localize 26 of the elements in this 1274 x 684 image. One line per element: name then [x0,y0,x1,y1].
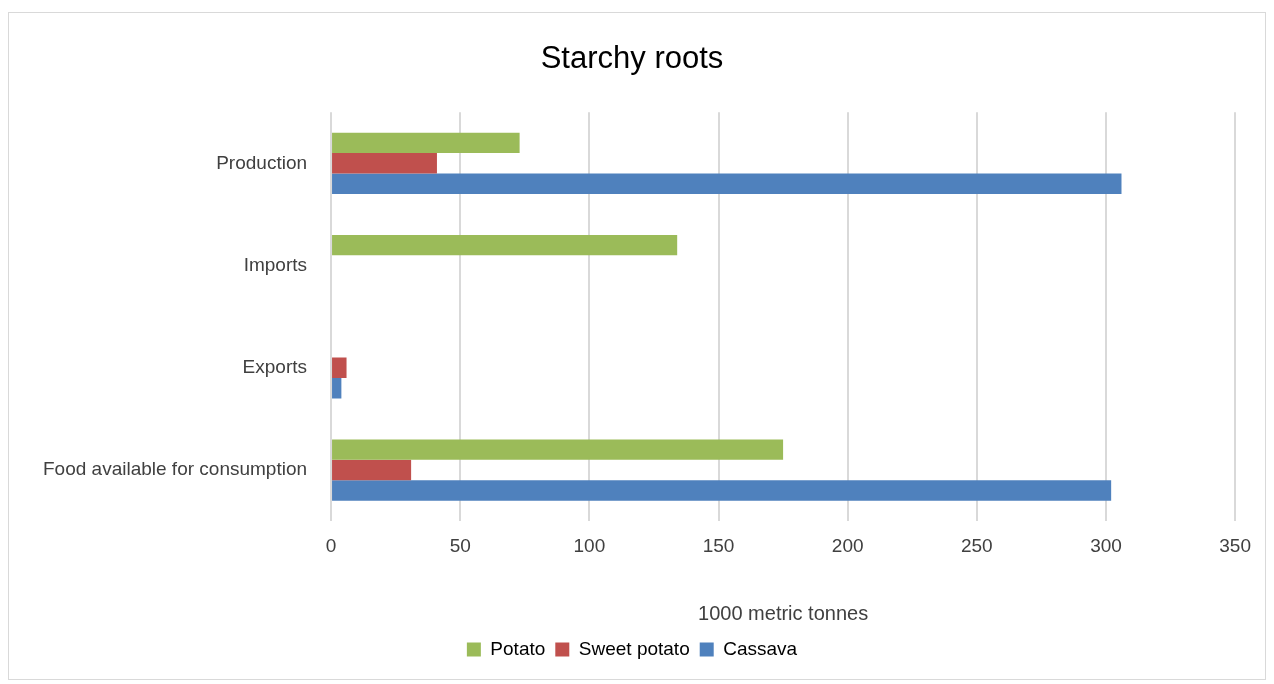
chart-title: Starchy roots [540,40,724,76]
bar [332,173,1122,194]
legend-label: Sweet potato [578,637,690,659]
legend-label: Cassava [723,637,798,659]
bar [332,439,784,460]
bar [332,153,437,174]
y-tick-label: Food available for consumption [43,458,308,480]
x-tick-label: 300 [1090,534,1122,556]
x-tick-label: 200 [831,534,864,556]
legend-label: Potato [490,637,546,659]
x-tick-label: 250 [960,534,993,556]
x-tick-label: 100 [573,534,606,556]
bar [332,234,678,256]
y-tick-label: Imports [243,253,308,275]
bar [332,480,1112,501]
x-tick-label: 50 [449,534,471,556]
y-tick-label: Production [216,151,308,173]
x-axis-title: 1000 metric tonnes [698,601,869,624]
x-tick-label: 150 [702,534,735,556]
x-tick-label: 350 [1219,534,1251,556]
bar [332,378,342,399]
x-tick-label: 0 [325,534,337,556]
bar [332,459,412,481]
bar [332,132,520,154]
y-tick-label: Exports [242,356,308,378]
bar [332,357,347,379]
